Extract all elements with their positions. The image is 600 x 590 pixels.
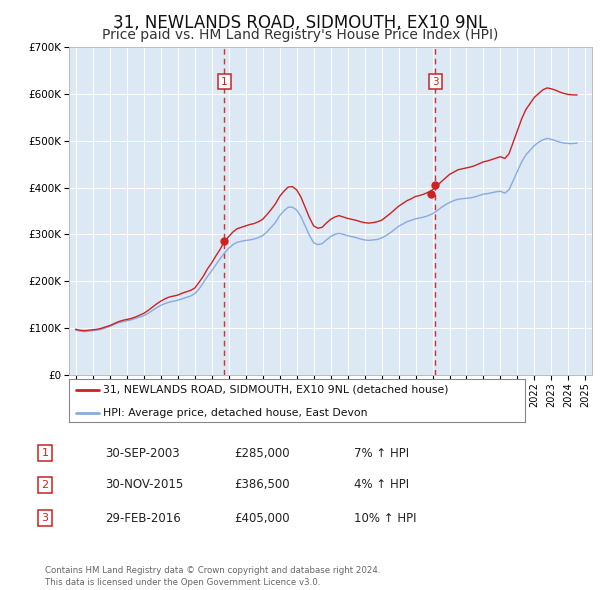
Text: 31, NEWLANDS ROAD, SIDMOUTH, EX10 9NL (detached house): 31, NEWLANDS ROAD, SIDMOUTH, EX10 9NL (d… — [103, 385, 449, 395]
Text: Price paid vs. HM Land Registry's House Price Index (HPI): Price paid vs. HM Land Registry's House … — [102, 28, 498, 42]
Text: Contains HM Land Registry data © Crown copyright and database right 2024.
This d: Contains HM Land Registry data © Crown c… — [45, 566, 380, 587]
Text: HPI: Average price, detached house, East Devon: HPI: Average price, detached house, East… — [103, 408, 368, 418]
Text: £405,000: £405,000 — [234, 512, 290, 525]
Text: 7% ↑ HPI: 7% ↑ HPI — [354, 447, 409, 460]
Text: 4% ↑ HPI: 4% ↑ HPI — [354, 478, 409, 491]
Text: 3: 3 — [41, 513, 49, 523]
Text: 1: 1 — [41, 448, 49, 458]
Text: 10% ↑ HPI: 10% ↑ HPI — [354, 512, 416, 525]
Text: 30-SEP-2003: 30-SEP-2003 — [105, 447, 179, 460]
Text: 31, NEWLANDS ROAD, SIDMOUTH, EX10 9NL: 31, NEWLANDS ROAD, SIDMOUTH, EX10 9NL — [113, 14, 487, 32]
Text: 30-NOV-2015: 30-NOV-2015 — [105, 478, 183, 491]
Text: 2: 2 — [41, 480, 49, 490]
Text: 1: 1 — [221, 77, 228, 87]
Text: 3: 3 — [432, 77, 439, 87]
Text: 29-FEB-2016: 29-FEB-2016 — [105, 512, 181, 525]
Text: £285,000: £285,000 — [234, 447, 290, 460]
Text: £386,500: £386,500 — [234, 478, 290, 491]
